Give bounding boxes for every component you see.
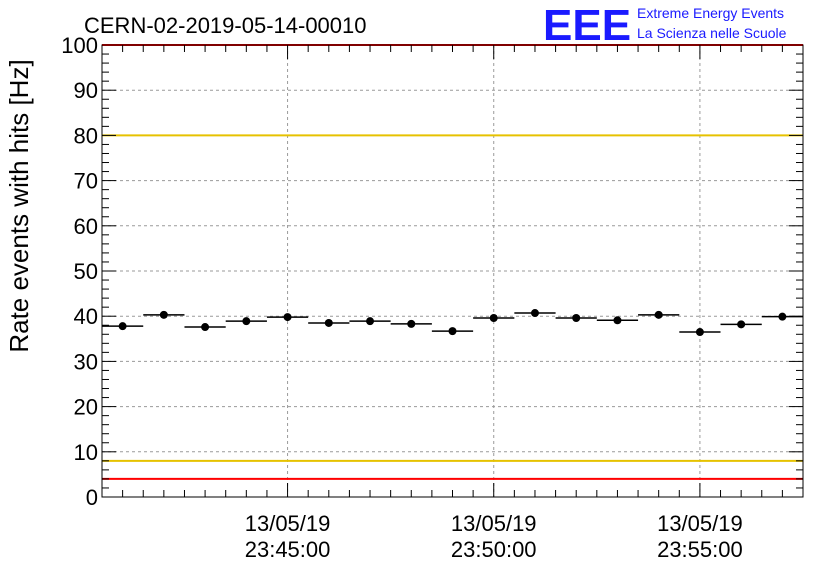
- data-point: [324, 318, 333, 327]
- y-tick-label: 100: [61, 33, 98, 58]
- data-point: [159, 310, 168, 319]
- y-tick-label: 80: [74, 123, 98, 148]
- data-point: [242, 317, 251, 326]
- x-tick-label-time: 23:50:00: [451, 537, 537, 562]
- data-point: [778, 312, 787, 321]
- data-point: [489, 314, 498, 323]
- data-point: [366, 317, 375, 326]
- x-tick-label-date: 13/05/19: [245, 511, 331, 536]
- y-tick-label: 90: [74, 78, 98, 103]
- data-point: [283, 313, 292, 322]
- x-tick-label-time: 23:45:00: [245, 537, 331, 562]
- y-axis-label: Rate events with hits [Hz]: [4, 59, 34, 352]
- data-point: [201, 323, 210, 332]
- x-tick-label-time: 23:55:00: [657, 537, 743, 562]
- x-tick-label-date: 13/05/19: [657, 511, 743, 536]
- run-title: CERN-02-2019-05-14-00010: [84, 13, 367, 38]
- data-point: [530, 309, 539, 318]
- data-point: [654, 310, 663, 319]
- eee-logo: EEE Extreme Energy Events La Scienza nel…: [543, 1, 787, 50]
- data-point: [613, 316, 622, 325]
- y-tick-label: 10: [74, 440, 98, 465]
- data-points: [102, 309, 803, 337]
- y-tick-label: 40: [74, 304, 98, 329]
- y-tick-label: 20: [74, 395, 98, 420]
- eee-logo-line1: Extreme Energy Events: [637, 5, 784, 21]
- y-tick-label: 30: [74, 349, 98, 374]
- grid: [102, 45, 803, 497]
- plot-frame: [101, 44, 804, 498]
- data-point: [737, 320, 746, 329]
- y-tick-label: 70: [74, 169, 98, 194]
- eee-logo-text: EEE: [543, 1, 631, 50]
- data-point: [572, 314, 581, 323]
- data-point: [118, 322, 127, 331]
- y-tick-label: 60: [74, 214, 98, 239]
- eee-logo-line2: La Scienza nelle Scuole: [637, 25, 787, 41]
- x-tick-label-date: 13/05/19: [451, 511, 537, 536]
- data-point: [407, 319, 416, 328]
- axes: 010203040506070809010013/05/1923:45:0013…: [61, 33, 804, 562]
- threshold-lines: [102, 44, 803, 480]
- y-tick-label: 50: [74, 259, 98, 284]
- data-point: [448, 327, 457, 336]
- data-point: [695, 328, 704, 337]
- y-tick-label: 0: [86, 485, 98, 510]
